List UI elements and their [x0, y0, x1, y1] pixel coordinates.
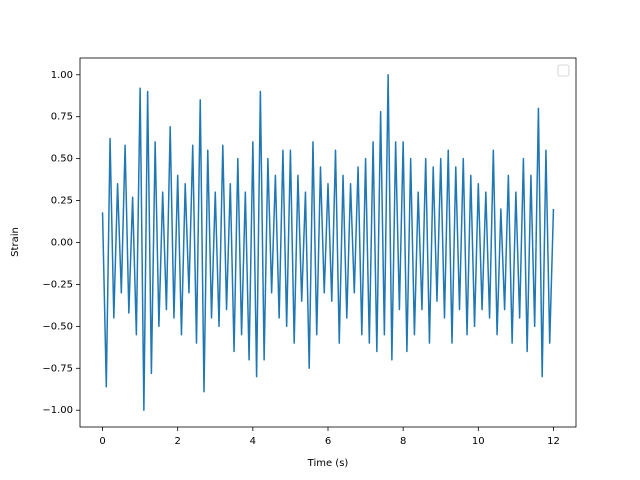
- y-tick-label: 0.00: [51, 238, 73, 249]
- x-tick-label: 10: [472, 436, 485, 447]
- y-tick-label: 1.00: [51, 70, 73, 81]
- y-tick-label: 0.50: [51, 154, 73, 165]
- y-tick-label: 0.75: [51, 112, 73, 123]
- x-tick-label: 4: [250, 436, 256, 447]
- y-axis-label: Strain: [10, 227, 21, 257]
- y-tick-label: −0.50: [42, 321, 73, 332]
- x-tick-label: 2: [175, 436, 181, 447]
- plot-frame: [79, 57, 577, 428]
- x-tick-label: 0: [99, 436, 105, 447]
- y-tick-label: −0.75: [42, 363, 73, 374]
- y-tick-label: −0.25: [42, 279, 73, 290]
- x-tick-label: 6: [325, 436, 331, 447]
- x-tick-label: 12: [547, 436, 560, 447]
- legend-box: [557, 64, 570, 77]
- series-line: [101, 74, 555, 411]
- y-tick-label: 0.25: [51, 196, 73, 207]
- x-axis-label: Time (s): [307, 458, 349, 469]
- y-tick-label: −1.00: [42, 405, 73, 416]
- x-tick-label: 8: [400, 436, 406, 447]
